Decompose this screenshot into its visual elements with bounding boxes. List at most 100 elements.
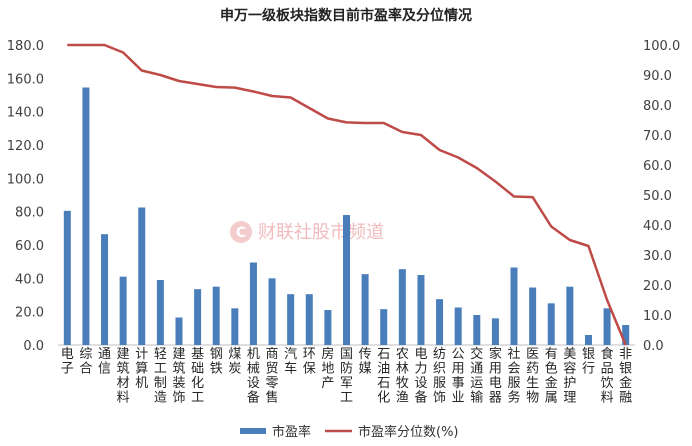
bar [305, 294, 313, 345]
bar [101, 234, 109, 345]
bar [361, 274, 369, 345]
x-category-label: 房地产 [321, 346, 334, 391]
x-category-label: 公用事业 [452, 347, 465, 406]
y-axis-right: 0.0 10.0 20.0 30.0 40.0 50.0 60.0 70.0 80.0 90.0 1… [643, 39, 680, 354]
bar [287, 294, 295, 345]
bar [119, 276, 127, 345]
x-category-label: 交通运输 [470, 346, 483, 406]
y-right-tick-label: 40.0 [643, 219, 672, 234]
bar [380, 309, 388, 345]
bar [454, 307, 462, 345]
bar-series [63, 87, 630, 345]
y-right-tick-label: 60.0 [643, 159, 672, 174]
y-right-tick-label: 70.0 [643, 129, 672, 144]
y-left-tick-label: 120.0 [7, 139, 44, 154]
y-right-tick-label: 50.0 [643, 189, 672, 204]
y-left-tick-label: 160.0 [7, 72, 44, 87]
x-category-label: 电子 [61, 347, 74, 377]
y-right-tick-label: 20.0 [643, 279, 672, 294]
x-category-label: 通信 [98, 347, 111, 377]
x-category-label: 建筑装饰 [172, 347, 185, 406]
x-category-label: 社会服务 [508, 346, 521, 406]
y-right-tick-label: 30.0 [643, 249, 672, 264]
bar [417, 275, 425, 345]
x-category-label: 电力设备 [414, 347, 427, 406]
x-category-label: 环保 [303, 347, 316, 377]
legend-bar-swatch [240, 428, 266, 434]
bar [343, 215, 350, 345]
x-category-label: 美容护理 [563, 347, 576, 406]
watermark-text: 财联社股市频道 [258, 222, 384, 243]
y-left-tick-label: 140.0 [7, 106, 44, 121]
x-category-label: 有色金属 [545, 347, 558, 406]
watermark: C 财联社股市频道 [230, 221, 384, 243]
y-left-tick-label: 100.0 [7, 172, 44, 187]
bar [268, 278, 276, 345]
x-axis-categories: 电子综合通信建筑材料计算机轻工制造建筑装饰基础化工钢铁煤炭机械设备商贸零售汽车环… [61, 346, 632, 406]
bar [510, 267, 518, 345]
x-category-label: 商贸零售 [266, 347, 279, 406]
bar [138, 207, 146, 345]
bar [156, 280, 164, 345]
bar [584, 335, 592, 345]
bar [436, 299, 444, 345]
x-category-label: 传媒 [359, 347, 372, 377]
bar [547, 303, 555, 345]
x-category-label: 综合 [79, 347, 92, 377]
bar [212, 286, 220, 345]
legend-line-label: 市盈率分位数(%) [358, 424, 459, 440]
x-category-label: 农林牧渔 [396, 347, 409, 406]
x-category-label: 建筑材料 [117, 347, 130, 406]
line-series-path [67, 43, 627, 346]
watermark-logo [230, 221, 252, 243]
bar [63, 210, 71, 345]
y-left-tick-label: 80.0 [15, 206, 44, 221]
watermark-logo-letter: C [236, 225, 246, 241]
bar [622, 325, 630, 345]
x-category-label: 银行 [582, 347, 595, 377]
x-category-label: 机械设备 [247, 347, 260, 406]
line-series [67, 43, 627, 346]
x-category-label: 食品饮料 [601, 346, 614, 406]
y-left-tick-label: 60.0 [15, 239, 44, 254]
x-category-label: 计算机 [135, 347, 148, 391]
bar [566, 286, 574, 345]
x-category-label: 基础化工 [191, 347, 204, 406]
x-category-label: 煤炭 [228, 347, 241, 377]
bar [194, 289, 202, 345]
x-category-label: 医药生物 [526, 347, 539, 406]
legend: 市盈率 市盈率分位数(%) [240, 424, 459, 440]
legend-bar-label: 市盈率 [272, 424, 311, 440]
x-category-label: 钢铁 [210, 347, 223, 377]
bar [529, 287, 537, 345]
x-category-label: 纺织服饰 [433, 347, 446, 406]
x-category-label: 国防军工 [340, 347, 353, 406]
y-left-tick-label: 40.0 [15, 272, 44, 287]
bar [82, 87, 90, 345]
y-right-tick-label: 10.0 [643, 309, 672, 324]
bar [249, 262, 257, 345]
chart-title: 申万一级板块指数目前市盈率及分位情况 [220, 7, 472, 24]
y-left-tick-label: 20.0 [15, 306, 44, 321]
x-category-label: 汽车 [284, 347, 297, 377]
y-left-tick-label: 0.0 [23, 339, 44, 354]
x-category-label: 石油石化 [377, 347, 390, 406]
bar [491, 318, 499, 345]
bar [231, 308, 239, 345]
y-axis-left: 0.0 20.0 40.0 60.0 80.0 100.0 120.0 140.0 160.0 1… [7, 39, 44, 354]
bar [603, 308, 611, 345]
y-right-tick-label: 80.0 [643, 99, 672, 114]
bar [398, 269, 406, 345]
x-category-label: 非银金融 [619, 347, 632, 406]
bar [324, 310, 332, 345]
bar [175, 317, 183, 345]
y-right-tick-label: 90.0 [643, 69, 672, 84]
x-category-label: 轻工制造 [154, 347, 167, 406]
y-right-tick-label: 100.0 [643, 39, 680, 54]
y-left-tick-label: 180.0 [7, 39, 44, 54]
x-category-label: 家用电器 [489, 346, 502, 406]
bar [473, 315, 481, 345]
y-right-tick-label: 0.0 [643, 339, 664, 354]
